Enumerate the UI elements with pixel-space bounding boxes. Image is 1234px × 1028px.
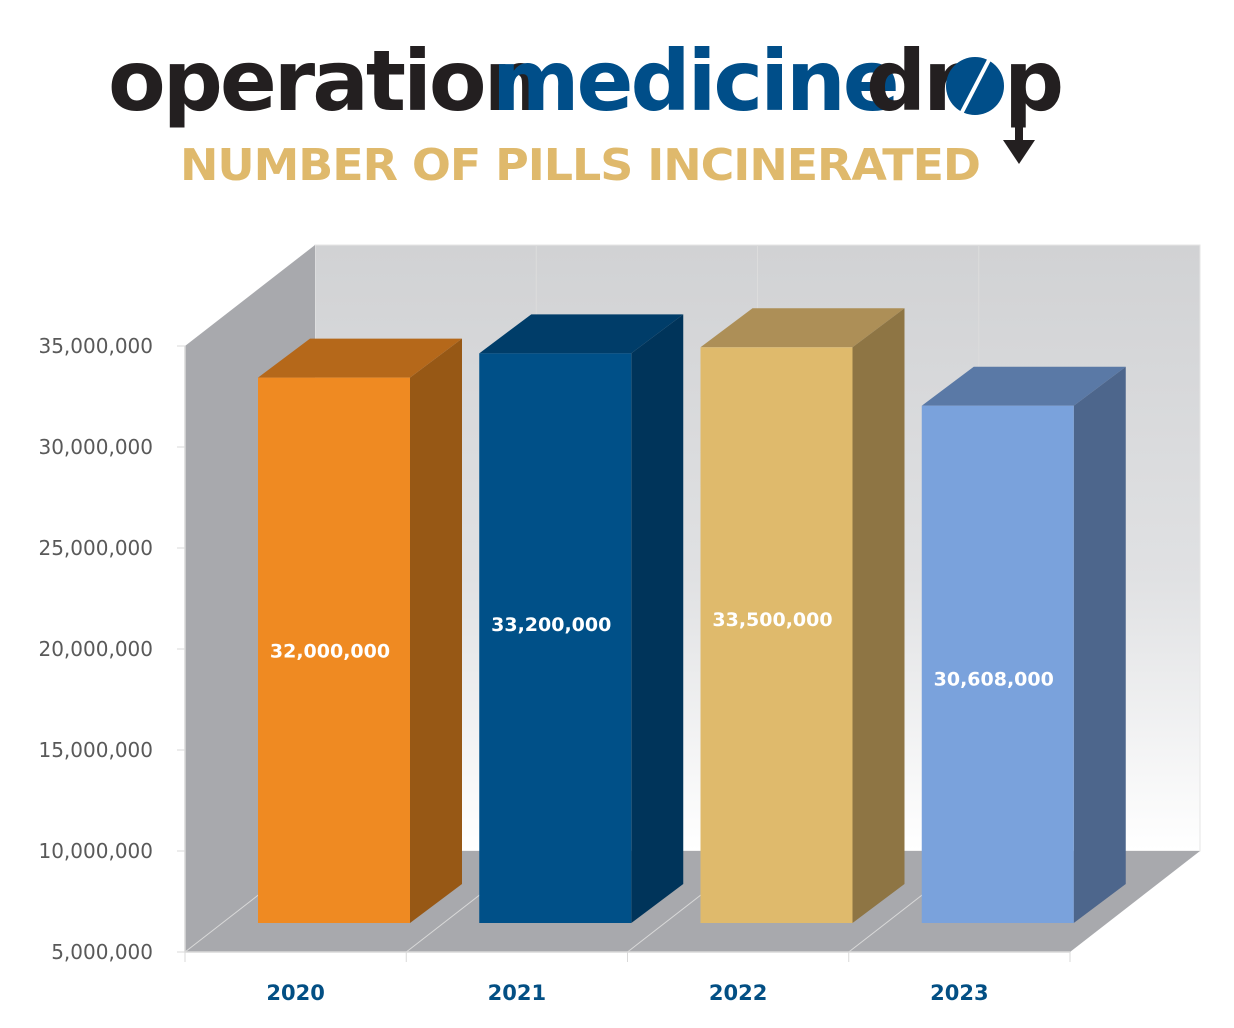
bar-top-face xyxy=(921,366,1126,406)
bar-front-face xyxy=(258,377,410,924)
bar-2022 xyxy=(700,308,905,923)
down-arrow-icon xyxy=(1003,100,1035,164)
brand-text-medicine: medicine xyxy=(492,32,897,130)
y-tick-label: 35,000,000 xyxy=(38,334,153,358)
pill-icon xyxy=(946,57,1004,115)
bar-side-face xyxy=(1073,366,1126,924)
y-tick-label: 10,000,000 xyxy=(38,839,153,863)
bar-top-face xyxy=(258,338,462,378)
bar-2023 xyxy=(921,366,1126,924)
brand-text-operation: operation xyxy=(108,32,540,130)
bar-front-face xyxy=(700,347,853,923)
y-tick-label: 30,000,000 xyxy=(38,435,153,459)
chart-subtitle: NUMBER OF PILLS INCINERATED xyxy=(180,140,980,191)
bar-front-face xyxy=(479,353,632,923)
bar-top-face xyxy=(700,308,905,348)
y-tick-label: 25,000,000 xyxy=(38,536,153,560)
x-tick-label: 2021 xyxy=(488,981,546,1005)
data-label: 30,608,000 xyxy=(934,668,1054,690)
brand-text-p: p xyxy=(1004,32,1061,130)
y-tick-label: 15,000,000 xyxy=(38,738,153,762)
data-label: 33,500,000 xyxy=(712,609,832,631)
bar-front-face xyxy=(921,405,1074,924)
x-tick-label: 2022 xyxy=(709,981,767,1005)
x-tick-label: 2020 xyxy=(266,981,324,1005)
data-label: 33,200,000 xyxy=(491,614,611,636)
bar-side-face xyxy=(410,338,462,924)
y-tick-label: 5,000,000 xyxy=(51,940,153,964)
bar-2020 xyxy=(258,338,462,924)
bar-side-face xyxy=(631,314,684,923)
header-logo: operation medicine dr p NUMBER OF PILLS … xyxy=(108,32,1064,191)
bar-side-face xyxy=(852,308,905,923)
y-tick-label: 20,000,000 xyxy=(38,637,153,661)
data-label: 32,000,000 xyxy=(270,640,390,662)
bar-top-face xyxy=(479,314,684,354)
x-tick-label: 2023 xyxy=(930,981,988,1005)
bar-2021 xyxy=(479,314,684,923)
